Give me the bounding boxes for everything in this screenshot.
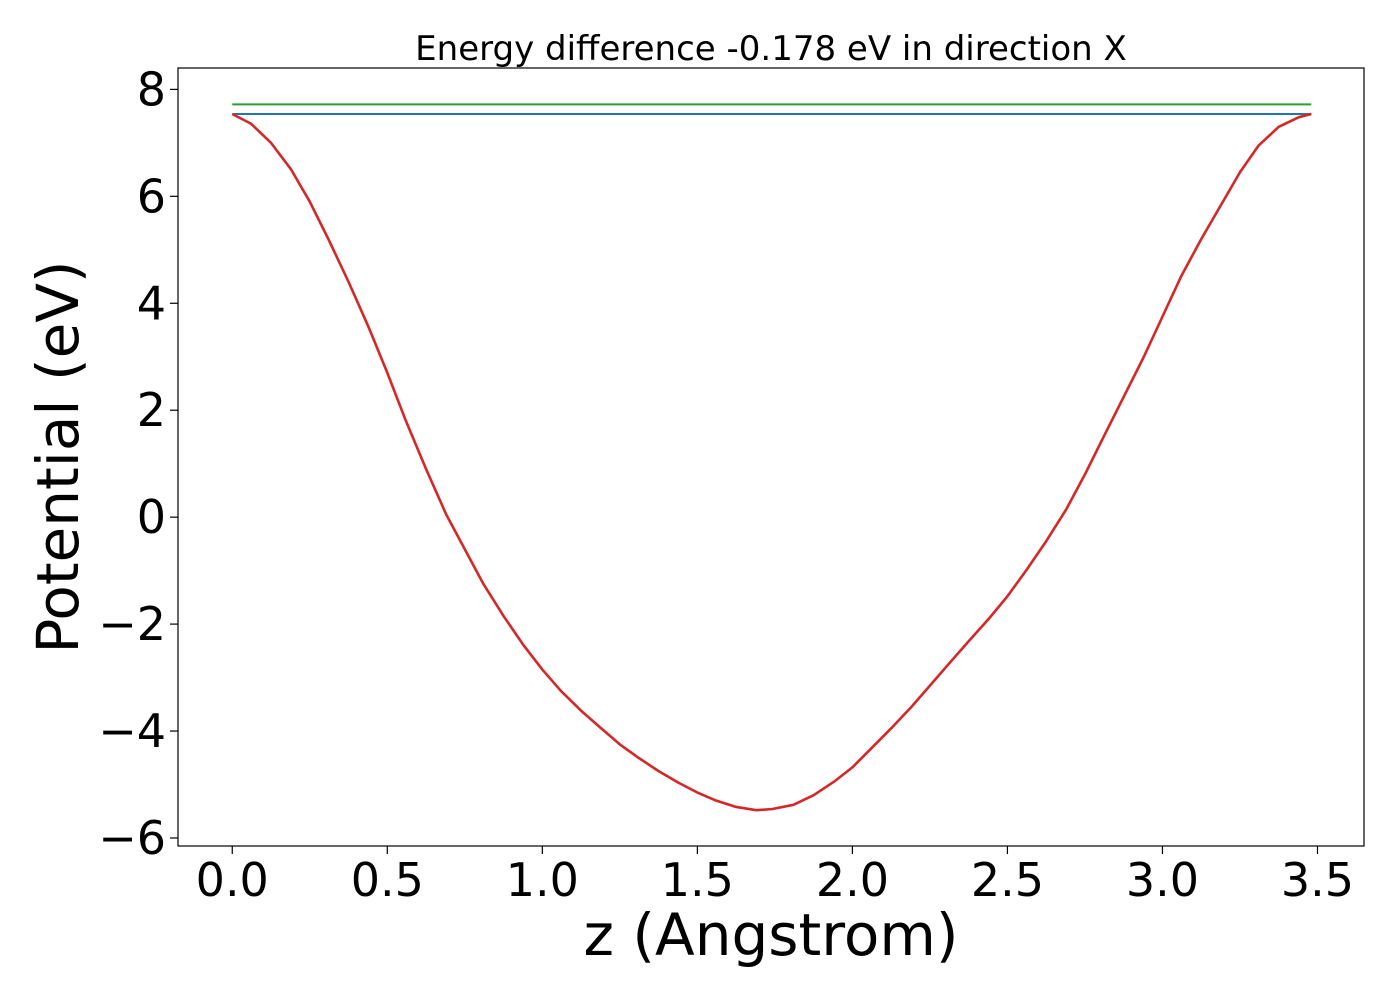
x-tick-label: 0.0 [196,853,269,907]
x-tick-label: 3.0 [1126,853,1199,907]
y-tick-label: −6 [98,811,166,865]
plot-area [231,103,1312,812]
x-tick-label: 1.5 [661,853,734,907]
plot-frame [177,67,1365,847]
y-tick-label: 4 [137,276,166,330]
y-tick-label: −2 [98,597,166,651]
y-tick-label: 6 [137,169,166,223]
red-series-line [231,112,1312,812]
x-tick-label: 1.0 [506,853,579,907]
y-tick-label: 8 [137,62,166,116]
x-tick-label: 0.5 [351,853,424,907]
x-axis: 0.0 0.5 1.0 1.5 2.0 2.5 3.0 3.5 [196,846,1354,907]
chart-title: Energy difference -0.178 eV in direction… [415,29,1127,69]
x-tick-label: 2.0 [816,853,889,907]
y-tick-label: 2 [137,383,166,437]
y-tick-label: −4 [98,704,166,758]
x-axis-label: z (Angstrom) [584,901,959,969]
x-tick-label: 3.5 [1281,853,1354,907]
y-axis-label: Potential (eV) [24,260,92,653]
y-tick-label: 0 [137,490,166,544]
x-tick-label: 2.5 [971,853,1044,907]
y-axis: −6 −4 −2 0 2 4 6 8 [98,62,178,865]
series-layer [231,103,1312,812]
